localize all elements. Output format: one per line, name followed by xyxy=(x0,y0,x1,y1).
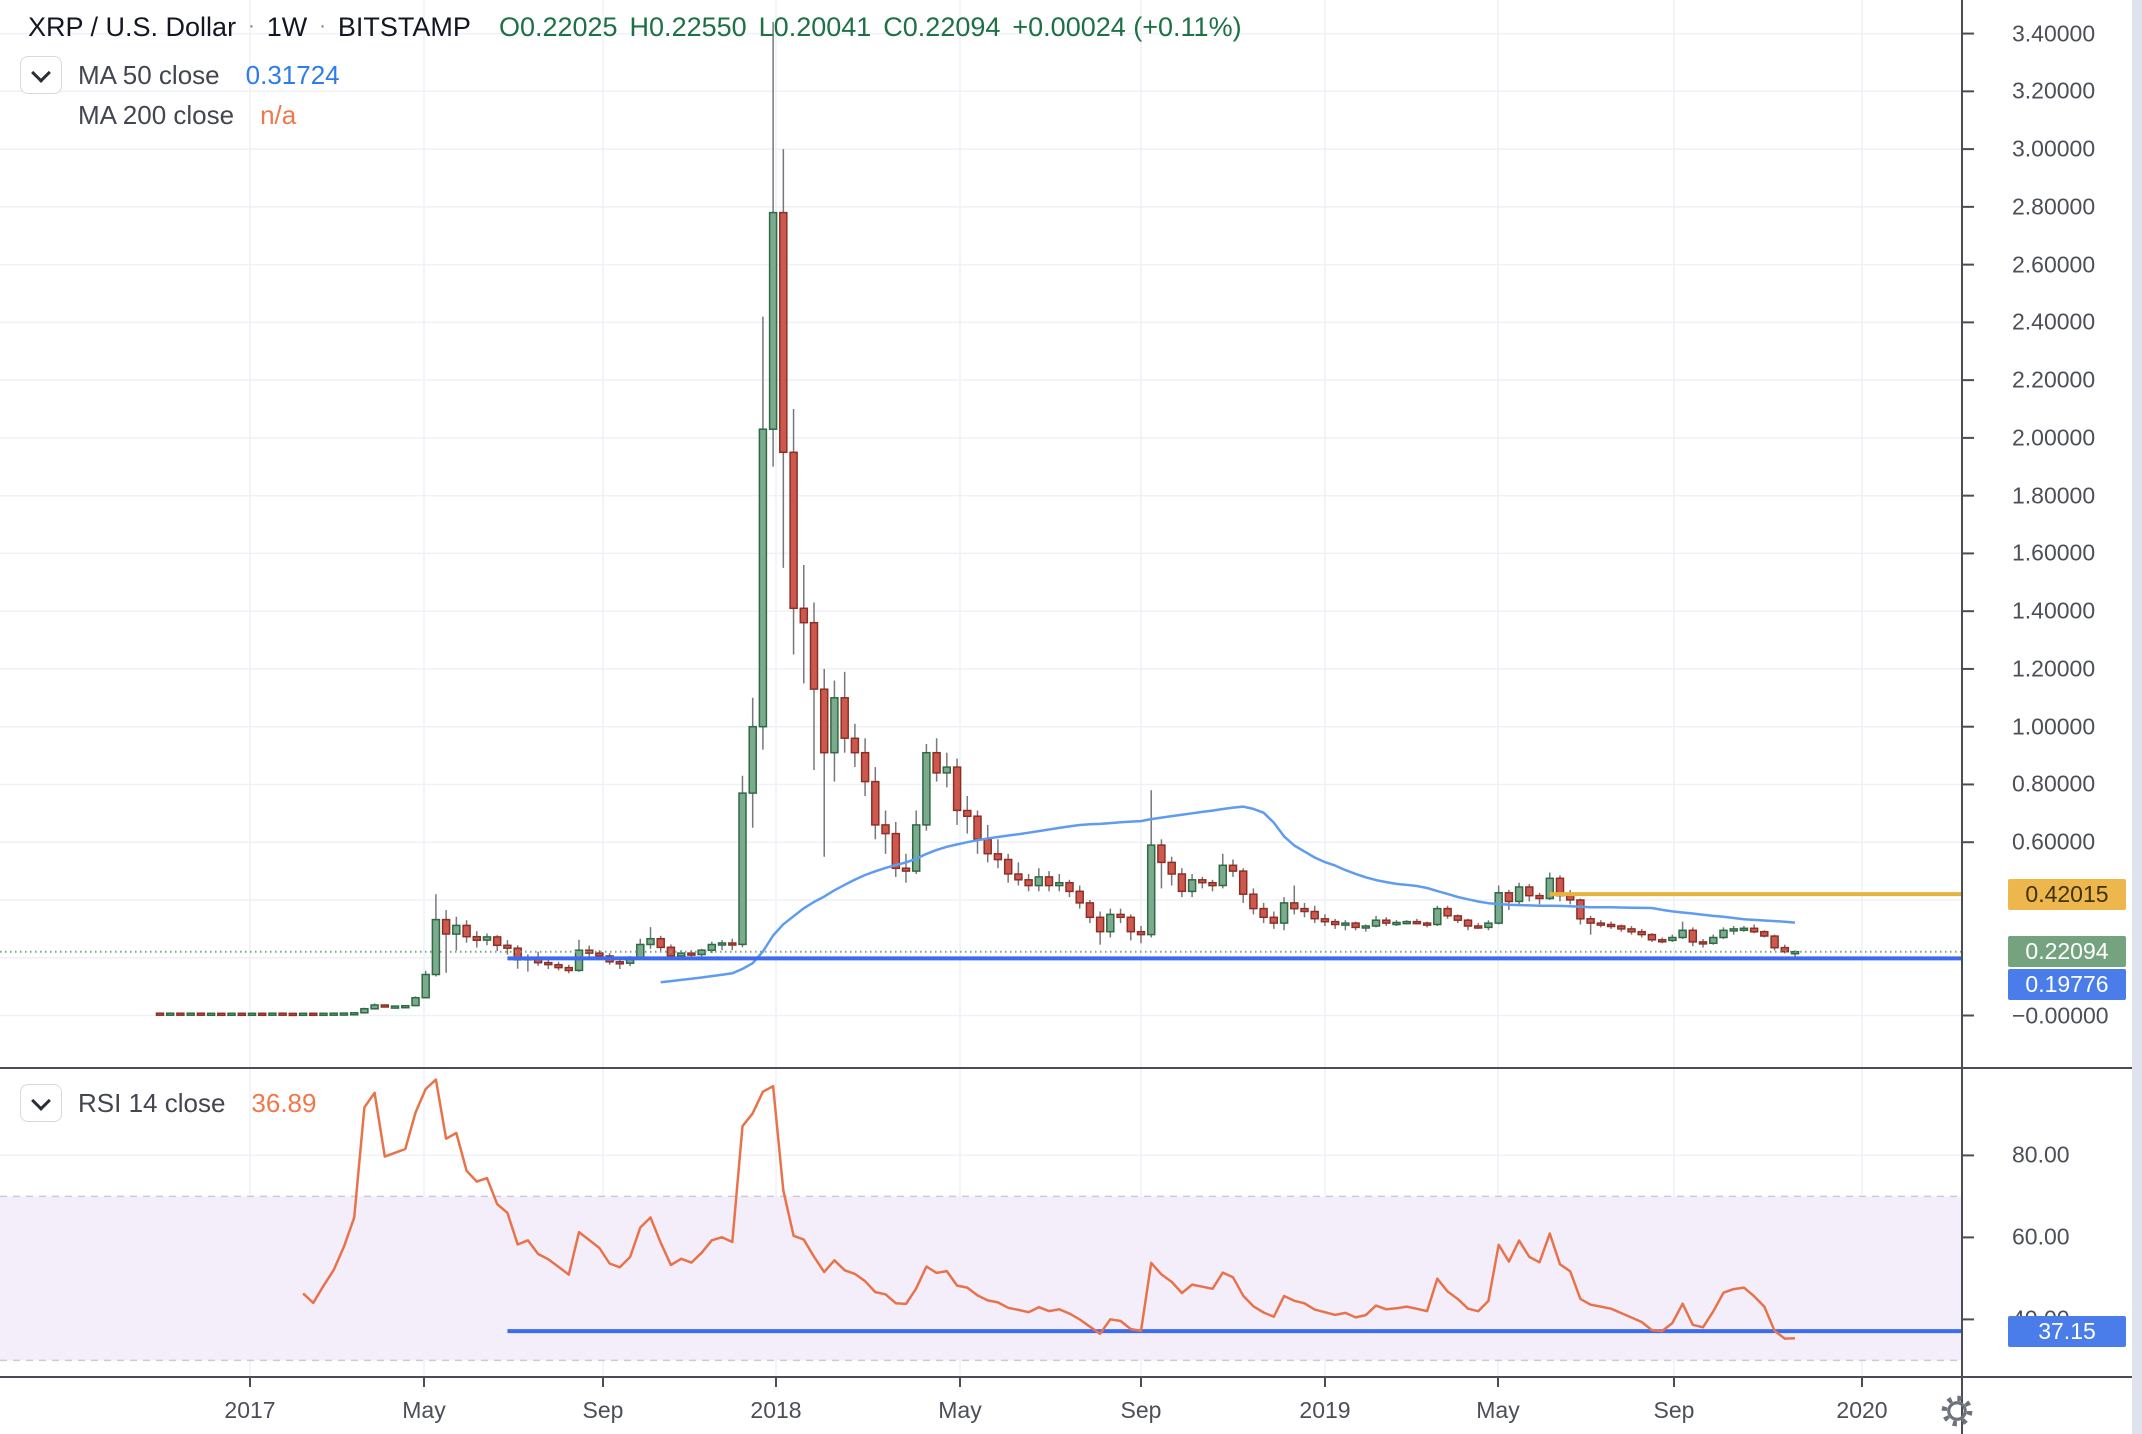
close-value: C0.22094 xyxy=(883,12,1001,42)
price-axis-zero-label: −0.00000 xyxy=(2012,1002,2109,1028)
rsi-legend-row: RSI 14 close 36.89 xyxy=(20,1084,316,1122)
high-value: H0.22550 xyxy=(629,12,747,42)
last-price-badge: 0.22094 xyxy=(2008,936,2126,968)
price-axis-label: 0.80000 xyxy=(2012,770,2096,797)
price-level-badge-blue: 0.19776 xyxy=(2008,969,2126,1001)
low-value: L0.20041 xyxy=(758,12,872,42)
price-axis-label: 3.40000 xyxy=(2012,20,2096,47)
time-axis-label: 2018 xyxy=(750,1397,802,1423)
symbol-title[interactable]: XRP / U.S. Dollar xyxy=(28,12,237,42)
time-axis-label: May xyxy=(402,1397,446,1423)
time-axis-label: May xyxy=(1476,1397,1520,1423)
settings-gear-icon[interactable] xyxy=(1938,1392,1976,1430)
symbol-header: XRP / U.S. Dollar · 1W · BITSTAMP O0.220… xyxy=(28,12,1242,43)
open-value: O0.22025 xyxy=(498,12,618,42)
ma200-label: MA 200 close xyxy=(78,100,235,130)
rsi-axis-label: 80.00 xyxy=(2012,1141,2070,1168)
price-axis-label: 2.40000 xyxy=(2012,308,2096,335)
price-axis-label: 3.20000 xyxy=(2012,77,2096,104)
price-axis-label: 3.00000 xyxy=(2012,135,2096,162)
chevron-down-icon xyxy=(31,1090,51,1111)
time-axis-label: 2020 xyxy=(1836,1397,1888,1423)
ma50-label: MA 50 close xyxy=(78,59,220,90)
price-axis-label: 1.80000 xyxy=(2012,482,2096,509)
exchange-label: BITSTAMP xyxy=(337,12,471,42)
price-axis-label: 2.60000 xyxy=(2012,251,2096,278)
price-axis-label: 2.20000 xyxy=(2012,366,2096,393)
ma200-value: n/a xyxy=(260,100,297,130)
price-axis-label: 1.20000 xyxy=(2012,655,2096,682)
time-axis-label: 2017 xyxy=(224,1397,276,1423)
price-axis-label: 1.00000 xyxy=(2012,713,2096,740)
rsi-dropdown-button[interactable] xyxy=(20,1084,62,1122)
rsi-level-badge: 37.15 xyxy=(2008,1315,2126,1347)
time-axis-label: Sep xyxy=(1120,1397,1162,1423)
separator-dot: · xyxy=(319,15,326,37)
time-axis-label: May xyxy=(938,1397,982,1423)
change-value: +0.00024 (+0.11%) xyxy=(1012,12,1242,42)
ma200-legend-row: MA 200 close n/a xyxy=(78,100,296,131)
time-axis-label: Sep xyxy=(582,1397,624,1423)
price-axis-label: 1.40000 xyxy=(2012,597,2096,624)
rsi-label: RSI 14 close xyxy=(78,1087,226,1118)
ma50-value: 0.31724 xyxy=(245,59,340,90)
price-axis-label: 1.60000 xyxy=(2012,539,2096,566)
price-level-badge-yellow: 0.42015 xyxy=(2008,878,2126,910)
rsi-axis-label: 60.00 xyxy=(2012,1223,2070,1250)
right-edge-panel xyxy=(2132,0,2142,1434)
rsi-value: 36.89 xyxy=(251,1087,317,1118)
ma50-legend-row: MA 50 close 0.31724 xyxy=(20,56,340,94)
interval-label[interactable]: 1W xyxy=(266,12,308,42)
separator-dot: · xyxy=(248,15,255,37)
price-axis-label: 0.60000 xyxy=(2012,828,2096,855)
time-axis-label: 2019 xyxy=(1299,1397,1351,1423)
price-axis-label: 2.00000 xyxy=(2012,424,2096,451)
ma50-dropdown-button[interactable] xyxy=(20,56,62,94)
chevron-down-icon xyxy=(31,62,51,83)
price-axis-label: 2.80000 xyxy=(2012,193,2096,220)
time-axis-label: Sep xyxy=(1653,1397,1695,1423)
